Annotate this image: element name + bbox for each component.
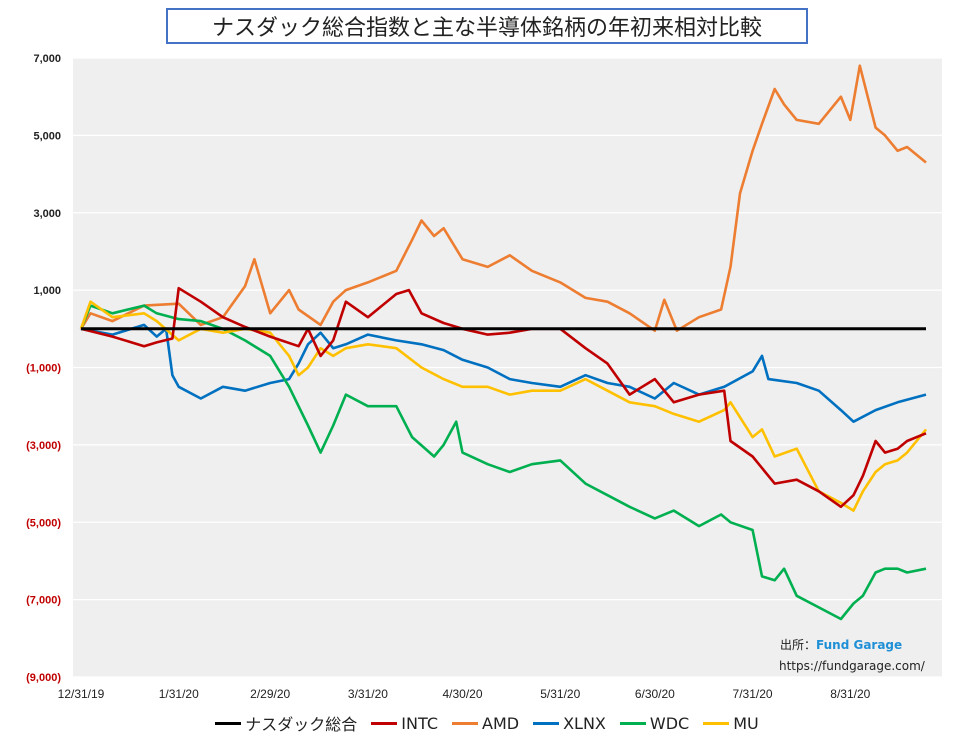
y-tick-label: (3,000)	[26, 440, 61, 452]
legend-swatch	[215, 721, 242, 725]
legend-swatch	[371, 721, 398, 725]
series-line-mu	[79, 300, 928, 512]
y-tick-label: 3,000	[33, 208, 61, 220]
source-label: 出所：	[780, 638, 817, 652]
legend-swatch	[703, 721, 730, 725]
x-tick-label: 5/31/20	[540, 687, 580, 701]
x-tick-label: 12/31/19	[58, 687, 105, 701]
series-lines	[79, 64, 928, 621]
legend-label: MU	[733, 713, 759, 733]
x-tick-label: 8/31/20	[830, 687, 870, 701]
legend-item: AMD	[452, 711, 519, 735]
source-brand: Fund Garage	[816, 638, 903, 652]
legend-label: WDC	[649, 713, 690, 733]
legend-label: INTC	[401, 713, 438, 733]
y-tick-label: 1,000	[33, 285, 61, 297]
series-line-wdc	[79, 304, 927, 621]
chart-title: ナスダック総合指数と主な半導体銘柄の年初来相対比較	[166, 8, 808, 44]
y-tick-label: 7,000	[33, 53, 61, 65]
legend-label: ナスダック総合	[245, 715, 358, 734]
y-tick-label: (1,000)	[26, 363, 61, 375]
legend-swatch	[533, 721, 560, 725]
legend-label: XLNX	[563, 713, 606, 733]
y-tick-label: (9,000)	[26, 672, 61, 684]
series-line-amd	[79, 64, 927, 333]
y-tick-label: 5,000	[33, 130, 61, 142]
x-axis-ticks: 12/31/19 1/31/20 2/29/20 3/31/20 4/30/20 5/31…	[58, 687, 871, 701]
source-credit: 出所：Fund Garage	[780, 636, 902, 653]
legend-item: INTC	[371, 711, 438, 735]
x-tick-label: 1/31/20	[159, 687, 199, 701]
gridlines	[73, 57, 942, 678]
legend-item: MU	[703, 711, 759, 735]
x-tick-label: 4/30/20	[442, 687, 482, 701]
y-tick-label: (7,000)	[26, 595, 61, 607]
y-tick-label: (5,000)	[26, 517, 61, 529]
x-tick-label: 3/31/20	[348, 687, 388, 701]
y-axis-ticks: 7,000 5,000 3,000 1,000 (1,000) (3,000) (5,000…	[26, 53, 61, 684]
source-url: https://fundgarage.com/	[779, 659, 925, 673]
legend-item: WDC	[619, 711, 690, 735]
series-line-xlnx	[80, 323, 927, 424]
legend-item: ナスダック総合	[215, 711, 357, 735]
x-tick-label: 6/30/20	[635, 687, 675, 701]
series-line-intc	[80, 286, 927, 509]
legend-swatch	[452, 721, 478, 725]
legend-label: AMD	[482, 713, 520, 733]
legend: ナスダック総合 INTC AMD XLNX WDC MU	[0, 711, 974, 735]
legend-item: XLNX	[533, 711, 606, 735]
legend-swatch	[619, 721, 646, 725]
x-tick-label: 2/29/20	[250, 687, 290, 701]
x-tick-label: 7/31/20	[733, 687, 773, 701]
